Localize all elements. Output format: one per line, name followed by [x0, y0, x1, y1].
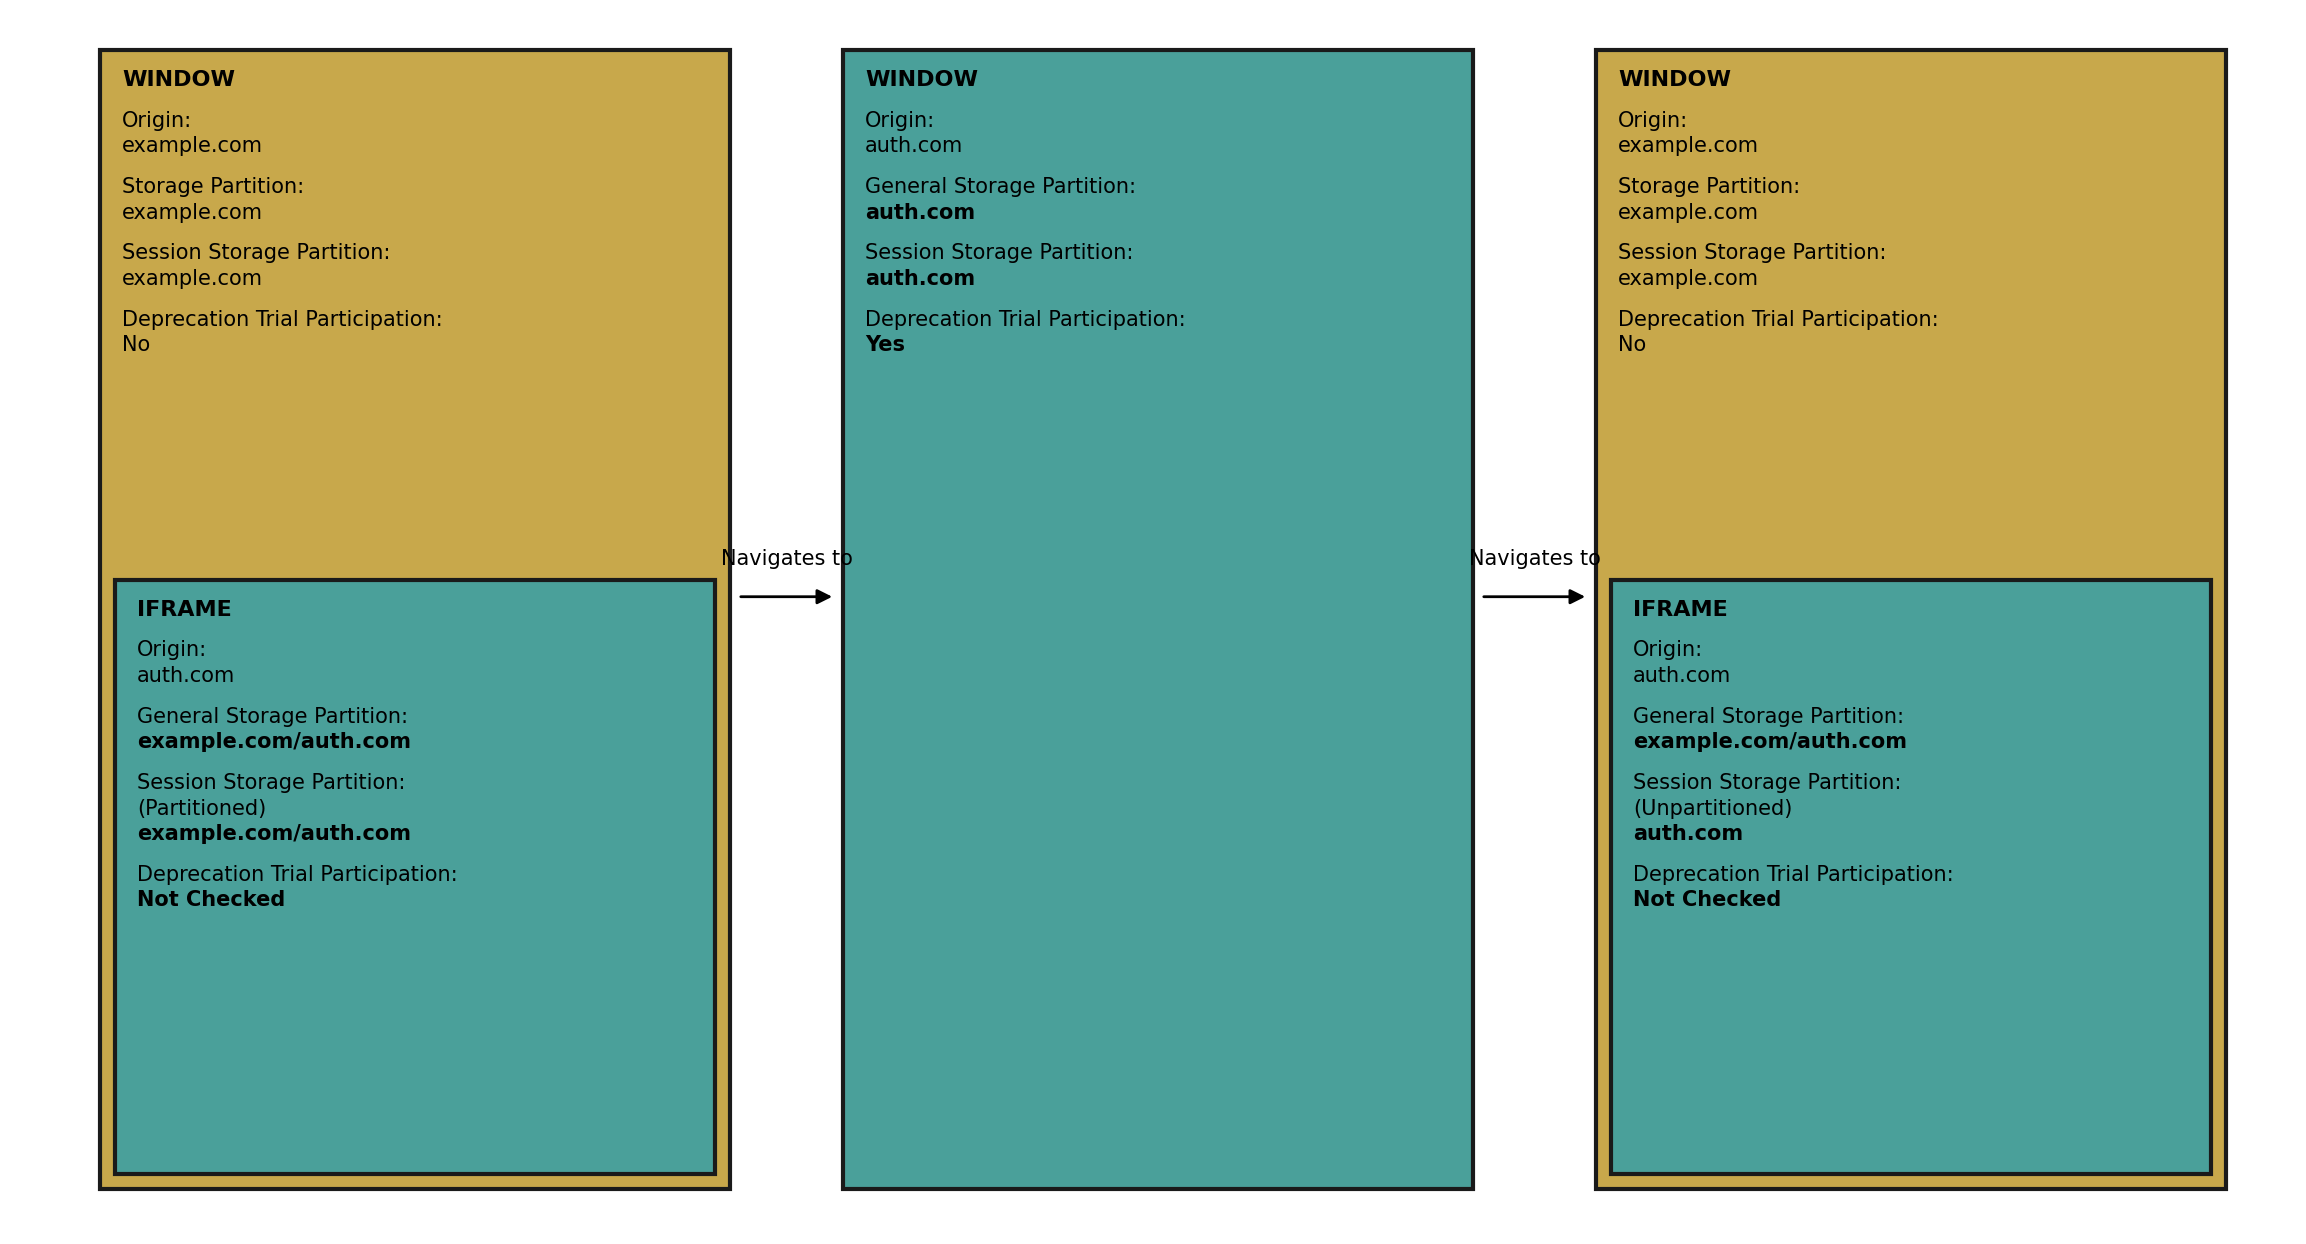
Text: (Unpartitioned): (Unpartitioned): [1633, 799, 1792, 819]
Text: auth.com: auth.com: [136, 666, 235, 685]
Text: auth.com: auth.com: [1633, 666, 1732, 685]
Text: (Partitioned): (Partitioned): [136, 799, 265, 819]
Text: example.com: example.com: [122, 203, 263, 223]
Text: Yes: Yes: [865, 335, 904, 356]
Text: Session Storage Partition:: Session Storage Partition:: [136, 773, 406, 792]
Bar: [844, 50, 1474, 1189]
Text: auth.com: auth.com: [865, 137, 964, 157]
Text: Session Storage Partition:: Session Storage Partition:: [122, 244, 390, 264]
Text: example.com: example.com: [122, 269, 263, 289]
Text: example.com/auth.com: example.com/auth.com: [136, 733, 410, 753]
Text: No: No: [122, 335, 150, 356]
Text: auth.com: auth.com: [865, 203, 975, 223]
Text: General Storage Partition:: General Storage Partition:: [136, 707, 408, 726]
Text: Storage Partition:: Storage Partition:: [122, 177, 304, 197]
Text: IFRAME: IFRAME: [136, 600, 231, 620]
Text: auth.com: auth.com: [1633, 824, 1743, 843]
Text: Navigates to: Navigates to: [719, 549, 853, 569]
Text: example.com/auth.com: example.com/auth.com: [1633, 733, 1907, 753]
Text: Session Storage Partition:: Session Storage Partition:: [1619, 244, 1886, 264]
Text: Origin:: Origin:: [122, 111, 191, 131]
Text: example.com: example.com: [1619, 269, 1759, 289]
Bar: [1596, 50, 2225, 1189]
Text: Deprecation Trial Participation:: Deprecation Trial Participation:: [122, 310, 443, 330]
Text: Deprecation Trial Participation:: Deprecation Trial Participation:: [1619, 310, 1939, 330]
Text: example.com: example.com: [1619, 137, 1759, 157]
Text: Origin:: Origin:: [136, 641, 208, 661]
Text: example.com: example.com: [1619, 203, 1759, 223]
Text: Navigates to: Navigates to: [1469, 549, 1600, 569]
Text: Not Checked: Not Checked: [1633, 891, 1780, 911]
Text: Origin:: Origin:: [1633, 641, 1704, 661]
Text: Session Storage Partition:: Session Storage Partition:: [1633, 773, 1902, 792]
Text: example.com/auth.com: example.com/auth.com: [136, 824, 410, 843]
Bar: [1612, 580, 2211, 1174]
Bar: [115, 580, 715, 1174]
Bar: [99, 50, 731, 1189]
Text: WINDOW: WINDOW: [122, 70, 235, 90]
Text: Deprecation Trial Participation:: Deprecation Trial Participation:: [136, 865, 457, 884]
Text: Deprecation Trial Participation:: Deprecation Trial Participation:: [865, 310, 1185, 330]
Text: No: No: [1619, 335, 1646, 356]
Text: example.com: example.com: [122, 137, 263, 157]
Text: WINDOW: WINDOW: [865, 70, 978, 90]
Text: WINDOW: WINDOW: [1619, 70, 1732, 90]
Text: Origin:: Origin:: [865, 111, 936, 131]
Text: Session Storage Partition:: Session Storage Partition:: [865, 244, 1132, 264]
Text: Not Checked: Not Checked: [136, 891, 286, 911]
Text: Storage Partition:: Storage Partition:: [1619, 177, 1801, 197]
Text: Origin:: Origin:: [1619, 111, 1688, 131]
Text: auth.com: auth.com: [865, 269, 975, 289]
Text: General Storage Partition:: General Storage Partition:: [1633, 707, 1905, 726]
Text: General Storage Partition:: General Storage Partition:: [865, 177, 1137, 197]
Text: IFRAME: IFRAME: [1633, 600, 1727, 620]
Text: Deprecation Trial Participation:: Deprecation Trial Participation:: [1633, 865, 1953, 884]
